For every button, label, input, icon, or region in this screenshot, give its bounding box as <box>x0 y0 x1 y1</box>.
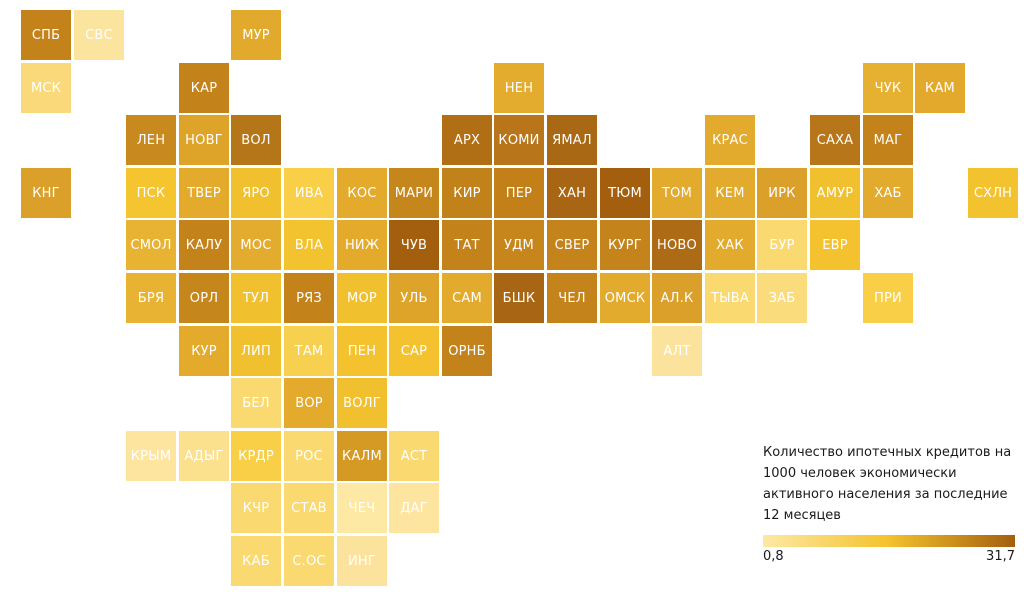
region-tile[interactable]: ЧЕЧ <box>337 483 387 533</box>
region-tile[interactable]: КАМ <box>915 63 965 113</box>
region-tile[interactable]: ЗАБ <box>757 273 807 323</box>
legend-labels: 0,8 31,7 <box>763 549 1015 564</box>
region-tile[interactable]: ПРИ <box>863 273 913 323</box>
region-tile[interactable]: ОМСК <box>600 273 650 323</box>
region-tile[interactable]: ХАК <box>705 220 755 270</box>
region-tile[interactable]: КУРГ <box>600 220 650 270</box>
region-tile[interactable]: ВЛА <box>284 220 334 270</box>
region-tile[interactable]: АРХ <box>442 115 492 165</box>
region-tile[interactable]: ПЕР <box>494 168 544 218</box>
region-tile[interactable]: ИНГ <box>337 536 387 586</box>
region-tile[interactable]: ЛИП <box>231 326 281 376</box>
region-tile[interactable]: БРЯ <box>126 273 176 323</box>
region-tile[interactable]: МОР <box>337 273 387 323</box>
region-tile[interactable]: АМУР <box>810 168 860 218</box>
region-tile[interactable]: КАР <box>179 63 229 113</box>
region-tile[interactable]: САХА <box>810 115 860 165</box>
region-tile[interactable]: С.ОС <box>284 536 334 586</box>
region-tile[interactable]: ОРЛ <box>179 273 229 323</box>
region-tile[interactable]: МУР <box>231 10 281 60</box>
region-tile[interactable]: ЛЕН <box>126 115 176 165</box>
region-tile[interactable]: СМОЛ <box>126 220 176 270</box>
region-tile[interactable]: НОВО <box>652 220 702 270</box>
region-tile[interactable]: ЧУК <box>863 63 913 113</box>
region-tile[interactable]: ТУЛ <box>231 273 281 323</box>
region-tile[interactable]: ТАМ <box>284 326 334 376</box>
region-tile[interactable]: САР <box>389 326 439 376</box>
region-tile[interactable]: КРДР <box>231 431 281 481</box>
region-tile[interactable]: ВОР <box>284 378 334 428</box>
region-tile[interactable]: КРЫМ <box>126 431 176 481</box>
region-tile[interactable]: КНГ <box>21 168 71 218</box>
region-tile[interactable]: МАГ <box>863 115 913 165</box>
region-tile[interactable]: КОС <box>337 168 387 218</box>
region-tile[interactable]: УЛЬ <box>389 273 439 323</box>
region-tile[interactable]: КРАС <box>705 115 755 165</box>
region-tile[interactable]: ТЫВА <box>705 273 755 323</box>
region-tile[interactable]: СТАВ <box>284 483 334 533</box>
region-tile[interactable]: ВОЛ <box>231 115 281 165</box>
region-tile[interactable]: ХАБ <box>863 168 913 218</box>
region-tile[interactable]: СВЕР <box>547 220 597 270</box>
region-tile[interactable]: БЕЛ <box>231 378 281 428</box>
region-tile[interactable]: КЧР <box>231 483 281 533</box>
region-tile[interactable]: МАРИ <box>389 168 439 218</box>
region-tile[interactable]: СХЛН <box>968 168 1018 218</box>
region-tile[interactable]: ЧЕЛ <box>547 273 597 323</box>
region-tile[interactable]: САМ <box>442 273 492 323</box>
region-tile[interactable]: АЛТ <box>652 326 702 376</box>
region-tile[interactable]: КАБ <box>231 536 281 586</box>
region-tile[interactable]: ПСК <box>126 168 176 218</box>
region-tile[interactable]: ОРНБ <box>442 326 492 376</box>
region-tile[interactable]: ЕВР <box>810 220 860 270</box>
region-tile[interactable]: ХАН <box>547 168 597 218</box>
region-tile[interactable]: КОМИ <box>494 115 544 165</box>
region-tile[interactable]: МСК <box>21 63 71 113</box>
region-tile[interactable]: ЯРО <box>231 168 281 218</box>
region-tile[interactable]: АДЫГ <box>179 431 229 481</box>
region-tile[interactable]: ВОЛГ <box>337 378 387 428</box>
region-tile[interactable]: РОС <box>284 431 334 481</box>
legend-max-label: 31,7 <box>986 549 1015 564</box>
region-tile[interactable]: ТОМ <box>652 168 702 218</box>
region-tile[interactable]: НЕН <box>494 63 544 113</box>
legend-color-scale <box>763 535 1015 547</box>
legend-min-label: 0,8 <box>763 549 784 564</box>
region-tile[interactable]: НИЖ <box>337 220 387 270</box>
region-tile[interactable]: ДАГ <box>389 483 439 533</box>
region-tile[interactable]: ТАТ <box>442 220 492 270</box>
region-tile[interactable]: МОС <box>231 220 281 270</box>
legend-title: Количество ипотечных кредитов на 1000 че… <box>763 445 1012 523</box>
region-tile[interactable]: КАЛУ <box>179 220 229 270</box>
region-tile[interactable]: КАЛМ <box>337 431 387 481</box>
region-tile[interactable]: ТЮМ <box>600 168 650 218</box>
region-tile[interactable]: СПБ <box>21 10 71 60</box>
region-tile[interactable]: АСТ <box>389 431 439 481</box>
region-tile[interactable]: КУР <box>179 326 229 376</box>
region-tile[interactable]: КЕМ <box>705 168 755 218</box>
region-tile[interactable]: ИРК <box>757 168 807 218</box>
region-tile[interactable]: ЯМАЛ <box>547 115 597 165</box>
region-tile[interactable]: КИР <box>442 168 492 218</box>
region-tile[interactable]: ЧУВ <box>389 220 439 270</box>
region-tile[interactable]: АЛ.К <box>652 273 702 323</box>
region-tile[interactable]: ПЕН <box>337 326 387 376</box>
region-tile[interactable]: БШК <box>494 273 544 323</box>
region-tile[interactable]: УДМ <box>494 220 544 270</box>
legend: Количество ипотечных кредитов на 1000 че… <box>763 442 1015 564</box>
region-tile[interactable]: НОВГ <box>179 115 229 165</box>
region-tile[interactable]: БУР <box>757 220 807 270</box>
region-tile[interactable]: СВС <box>74 10 124 60</box>
region-tile[interactable]: ИВА <box>284 168 334 218</box>
region-tile[interactable]: РЯЗ <box>284 273 334 323</box>
region-tile[interactable]: ТВЕР <box>179 168 229 218</box>
